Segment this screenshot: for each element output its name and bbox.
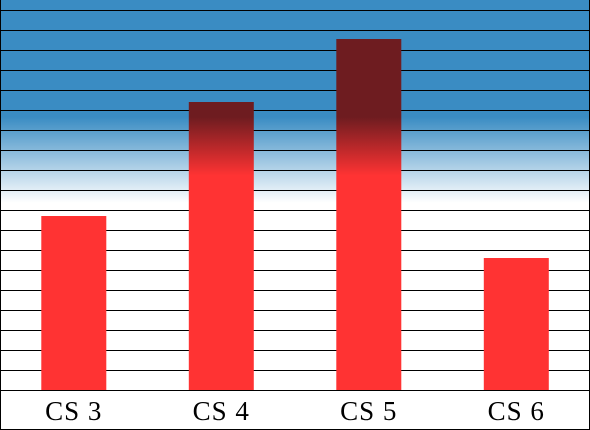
bar-cs5 xyxy=(336,39,402,390)
x-tick-label: CS 4 xyxy=(193,396,250,426)
x-tick-label: CS 5 xyxy=(340,396,397,426)
x-tick-labels: CS 3 CS 4 CS 5 CS 6 xyxy=(45,396,545,426)
bar-cs3 xyxy=(41,216,107,390)
bar-cs6 xyxy=(483,258,549,390)
x-tick-label: CS 3 xyxy=(45,396,102,426)
bar-cs4 xyxy=(188,102,254,390)
x-tick-label: CS 6 xyxy=(488,396,545,426)
bars xyxy=(41,39,549,390)
